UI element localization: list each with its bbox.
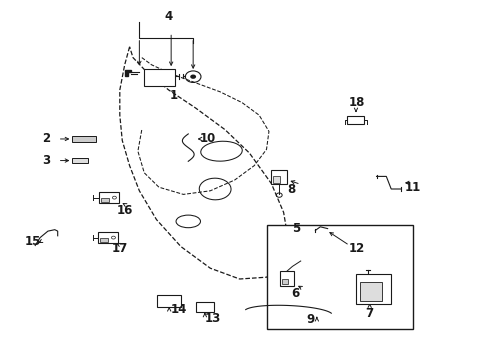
Bar	[346, 116, 364, 124]
Bar	[355, 274, 390, 304]
Text: 11: 11	[404, 181, 421, 194]
Text: 12: 12	[348, 242, 365, 255]
Text: 6: 6	[291, 287, 299, 300]
Bar	[271, 170, 286, 184]
Bar	[100, 238, 108, 242]
Bar	[266, 225, 412, 329]
Text: 7: 7	[365, 307, 372, 320]
Bar	[195, 302, 214, 312]
Text: 13: 13	[204, 312, 221, 325]
Text: 10: 10	[199, 132, 216, 145]
Bar	[273, 176, 280, 183]
Text: 1: 1	[169, 89, 177, 102]
Text: 8: 8	[286, 183, 294, 195]
Text: 17: 17	[111, 242, 128, 255]
Text: 5: 5	[291, 222, 299, 235]
Bar	[99, 192, 119, 203]
Polygon shape	[124, 70, 131, 76]
Text: 14: 14	[170, 303, 186, 316]
Bar	[98, 232, 118, 243]
Text: 4: 4	[164, 10, 172, 23]
Bar	[359, 282, 381, 301]
Text: 3: 3	[42, 154, 50, 167]
Bar	[72, 136, 96, 142]
Circle shape	[190, 75, 196, 79]
Bar	[72, 158, 88, 163]
Bar	[144, 69, 174, 86]
Text: 2: 2	[42, 132, 50, 145]
Bar	[279, 271, 294, 286]
Text: 16: 16	[116, 204, 133, 217]
Bar	[282, 279, 287, 284]
Bar	[101, 198, 109, 202]
Text: 15: 15	[25, 235, 41, 248]
Text: 18: 18	[348, 96, 365, 109]
Text: 9: 9	[306, 313, 314, 326]
Bar	[157, 295, 181, 307]
